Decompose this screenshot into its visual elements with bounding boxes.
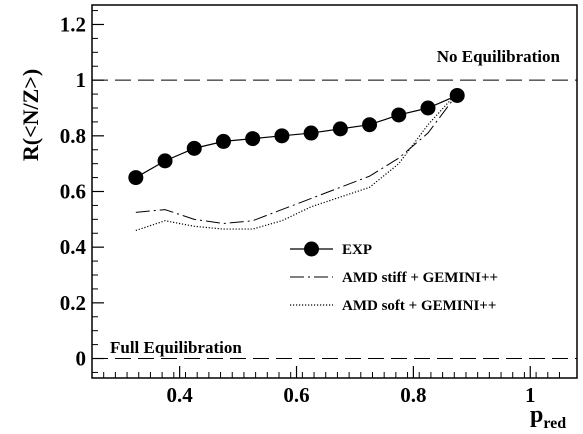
legend-label-1: AMD stiff + GEMINI++ [342,270,498,286]
series-line-0 [135,94,458,179]
legend-marker-0 [304,241,319,257]
full-equilibration-label: Full Equilibration [110,338,242,357]
y-tick-label: 1.2 [60,12,86,36]
axis-tick-labels: 0.4 0.6 0.8 1 0 0.2 0.4 0.6 0.8 1 1.2 [60,12,536,407]
legend-label-0: EXP [342,242,372,258]
y-tick-label: 0.8 [60,124,86,148]
legend-label-2: AMD soft + GEMINI++ [342,298,496,314]
axis-ticks [91,10,560,378]
data-point [274,128,290,144]
data-point [362,117,378,133]
reference-lines [92,79,577,360]
data-point [157,153,173,169]
data-point [391,107,407,123]
data-point [215,133,231,149]
x-tick-label: 0.8 [400,383,426,407]
series-line-2 [135,92,458,232]
x-tick-label: 1 [525,383,536,407]
series-layer [128,87,465,232]
data-point [449,87,465,103]
y-tick-label: 0.6 [60,180,86,204]
data-point [186,140,202,156]
data-point [245,131,261,147]
data-point [128,170,144,186]
no-equilibration-label: No Equilibration [437,47,561,66]
y-axis-label: R(<N/Z>) [18,69,43,161]
x-axis-label: pred [530,402,566,432]
y-tick-label: 0 [76,347,87,371]
data-point [303,125,319,141]
x-tick-label: 0.6 [283,383,309,407]
data-point [420,100,436,116]
y-tick-label: 1 [76,68,87,92]
x-axis-label-main: p [530,402,543,428]
data-point [332,121,348,137]
y-tick-label: 0.2 [60,291,86,315]
y-tick-label: 0.4 [60,235,87,259]
x-axis-label-subscript: red [543,415,566,432]
x-tick-label: 0.4 [167,383,194,407]
series-line-1 [135,93,458,225]
legend: EXP AMD stiff + GEMINI++ AMD soft + GEMINI… [290,241,498,314]
